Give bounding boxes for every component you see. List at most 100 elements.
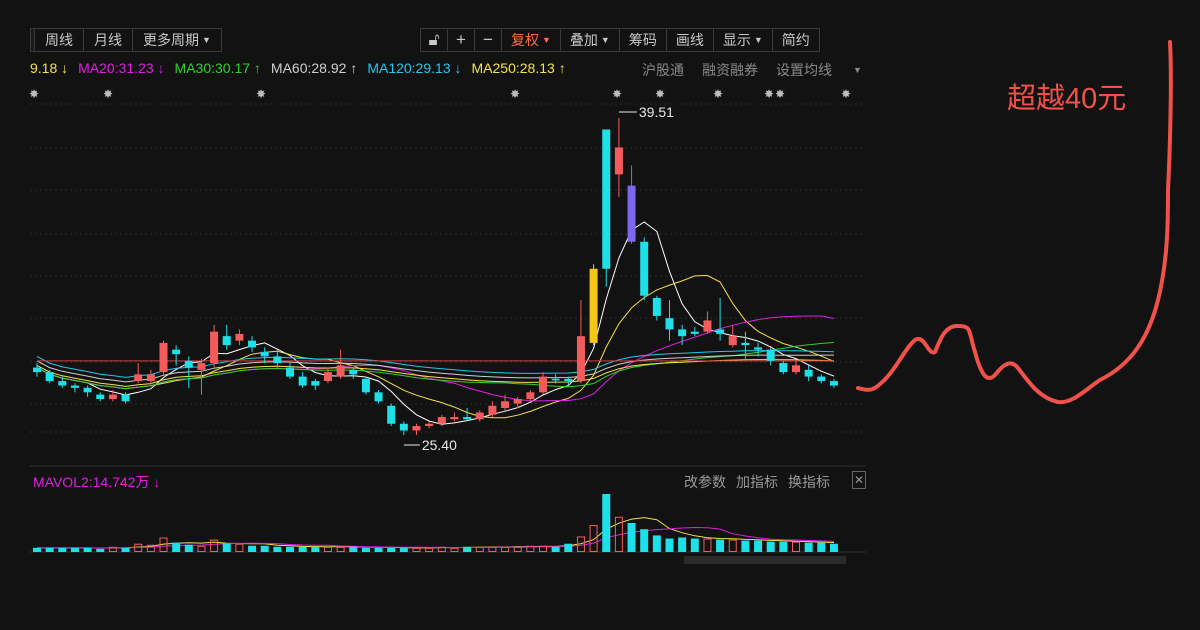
volume-bar <box>425 547 434 552</box>
volume-bar <box>766 541 775 552</box>
volume-bar <box>286 546 294 552</box>
candle-body <box>829 381 838 386</box>
candle-body <box>526 392 535 400</box>
ma-legend-item: MA30:30.17 ↑ <box>175 60 261 82</box>
ma-legend-item: MA120:29.13 ↓ <box>367 60 461 82</box>
ma120-line <box>36 350 835 378</box>
period-tabs: 周线 月线 更多周期 ▼ <box>30 28 222 52</box>
moving-average-lines <box>36 221 835 425</box>
period-tab-marker <box>31 29 35 51</box>
candle-body <box>463 417 472 420</box>
volume-bar <box>361 547 370 552</box>
zoom-in-button[interactable]: + <box>448 29 475 51</box>
candle-body <box>197 363 206 370</box>
candle-body <box>627 185 636 242</box>
close-icon[interactable]: ✕ <box>852 471 866 489</box>
volume-bar <box>387 547 396 552</box>
event-star-icon: ✸ <box>655 87 665 101</box>
lock-button[interactable]: 🔓︎ <box>421 29 448 51</box>
volume-bar <box>589 525 598 552</box>
display-button[interactable]: 显示 ▼ <box>714 29 773 51</box>
candle-body <box>779 363 788 373</box>
tab-more-periods-label: 更多周期 <box>143 32 199 48</box>
volume-bar <box>260 545 269 552</box>
candle-body <box>602 129 611 269</box>
volume-bar <box>817 542 826 552</box>
chips-button[interactable]: 筹码 <box>620 29 667 51</box>
event-star-icon: ✸ <box>612 87 622 101</box>
volume-ma-lines <box>37 517 835 549</box>
tab-monthly[interactable]: 月线 <box>84 29 133 51</box>
candle-body <box>336 365 345 377</box>
volume-bar <box>399 547 408 552</box>
ma-legend-value: MA120:29.13 <box>367 60 451 76</box>
margin-trading-link[interactable]: 融资融券 <box>702 62 758 78</box>
candle-body <box>286 367 294 377</box>
add-indicator-button[interactable]: 加指标 <box>736 474 778 490</box>
candle-body <box>690 331 699 334</box>
tab-weekly[interactable]: 周线 <box>35 29 84 51</box>
ma-settings-link[interactable]: 设置均线 ▼ <box>776 60 866 80</box>
candle-body <box>741 342 750 346</box>
candle-body <box>349 369 358 375</box>
edit-params-button[interactable]: 改参数 <box>684 474 726 490</box>
event-star-icon: ✸ <box>256 87 266 101</box>
ma-legend-item: 9.18 ↓ <box>30 60 68 82</box>
candle-body <box>374 392 383 402</box>
overlay-label: 叠加 <box>569 32 598 48</box>
candle-body <box>58 381 67 386</box>
volume-actions: 改参数 加指标 换指标 <box>684 472 840 492</box>
volume-bars <box>33 494 838 553</box>
ma-trend-arrow: ↓ <box>454 60 462 76</box>
candle-body <box>589 268 598 343</box>
event-star-icon: ✸ <box>713 87 723 101</box>
candle-body <box>437 417 446 424</box>
volume-bar <box>349 546 358 552</box>
candle-body <box>652 297 661 316</box>
caret-down-icon: ▼ <box>542 35 551 45</box>
candlesticks <box>33 118 838 435</box>
draw-line-button[interactable]: 画线 <box>667 29 714 51</box>
volume-bar <box>792 541 800 553</box>
candle-body <box>614 147 623 175</box>
lock-icon: 🔓︎ <box>428 30 440 49</box>
volume-bar <box>754 540 763 552</box>
candle-body <box>159 342 168 373</box>
candle-body <box>665 318 674 330</box>
candle-body <box>551 378 560 381</box>
volume-bar <box>33 547 41 552</box>
switch-indicator-button[interactable]: 换指标 <box>788 474 830 490</box>
hk-connect-link[interactable]: 沪股通 <box>642 62 684 78</box>
ma-trend-arrow: ↓ <box>157 60 165 76</box>
restore-rights-label: 复权 <box>511 32 539 48</box>
simple-mode-button[interactable]: 简约 <box>781 32 810 48</box>
candle-body <box>792 365 800 373</box>
candle-body <box>235 333 244 341</box>
overlay-button[interactable]: 叠加 ▼ <box>561 29 620 51</box>
tab-more-periods[interactable]: 更多周期 ▼ <box>133 29 221 51</box>
volume-bar <box>58 547 67 552</box>
volume-bar <box>197 545 206 552</box>
volume-bar <box>70 547 79 552</box>
candle-body <box>678 329 687 337</box>
volume-bar <box>121 547 130 552</box>
volume-bar <box>539 545 547 552</box>
candle-body <box>425 423 434 427</box>
event-star-icon: ✸ <box>764 87 774 101</box>
volume-bar <box>716 539 725 552</box>
candle-body <box>361 378 370 393</box>
restore-rights-button[interactable]: 复权 ▼ <box>502 29 561 51</box>
volume-bar <box>665 538 674 552</box>
volume-ma10-line <box>37 526 835 549</box>
price-labels: 39.51 25.40 <box>403 104 674 453</box>
candle-body <box>273 356 282 364</box>
candle-body <box>501 401 510 409</box>
ma-trend-arrow: ↓ <box>61 60 69 76</box>
volume-bar <box>463 546 472 552</box>
candle-body <box>146 374 155 382</box>
candle-body <box>488 405 497 415</box>
event-markers: ✸ ✸ ✸ ✸ ✸ ✸ ✸ ✸ ✸ ✸ <box>29 87 851 101</box>
volume-bar <box>551 546 560 552</box>
zoom-out-button[interactable]: − <box>475 29 502 51</box>
